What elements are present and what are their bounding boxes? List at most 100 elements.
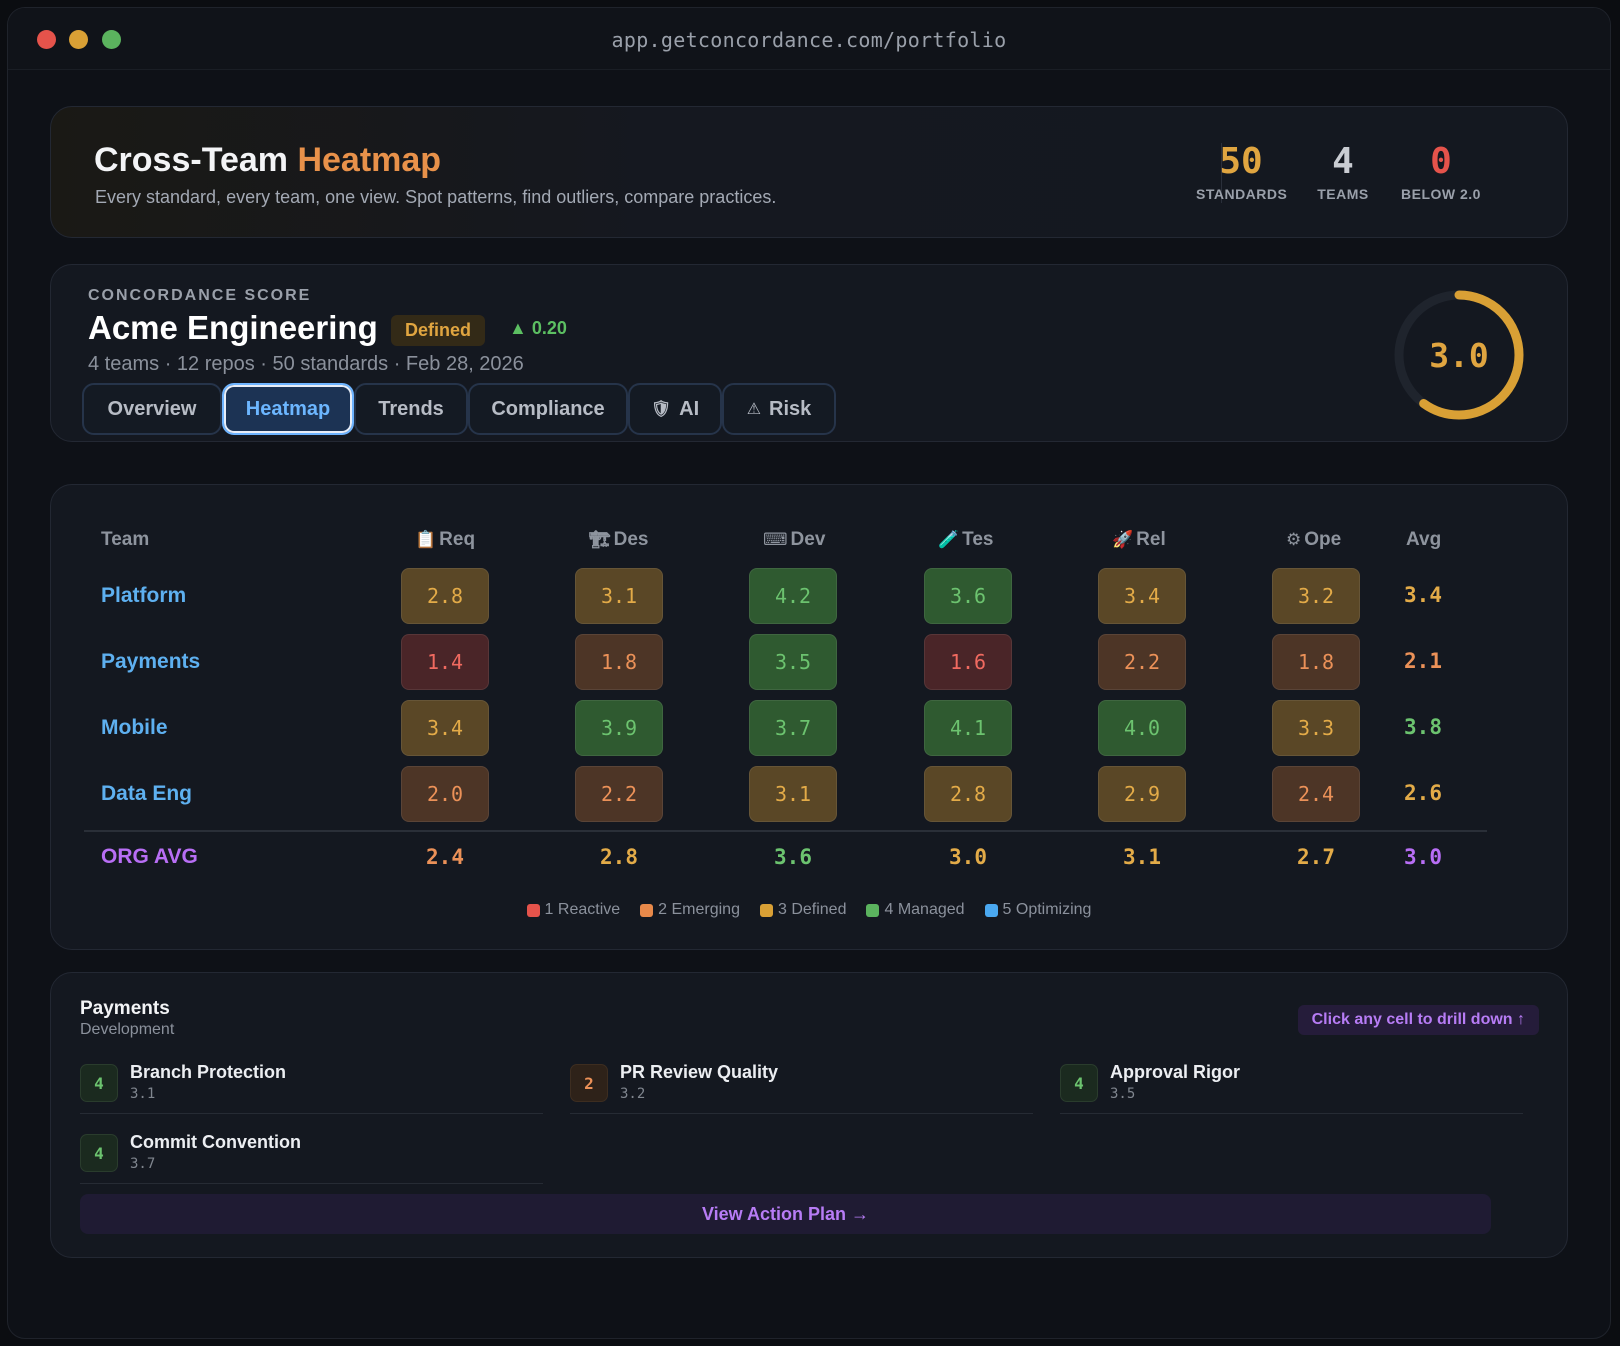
column-label: Dev [790, 529, 826, 550]
org-meta: 4 teams · 12 repos · 50 standards · Feb … [88, 353, 524, 375]
stat-below-2: 0 BELOW 2.0 [1401, 141, 1481, 202]
team-avg: 3.4 [1404, 583, 1442, 607]
heatmap-cell[interactable]: 3.7 [749, 700, 837, 756]
header-divider [1221, 143, 1222, 203]
heatmap-cell[interactable]: 1.4 [401, 634, 489, 690]
page-subtitle: Every standard, every team, one view. Sp… [95, 187, 777, 207]
team-data-eng[interactable]: Data Eng [101, 782, 193, 805]
heatmap-cell[interactable]: 1.8 [1272, 634, 1360, 690]
browser-window: app.getconcordance.com/portfolio Cross-T… [7, 7, 1611, 1339]
standard-item[interactable]: 4 Commit Convention 3.7 [80, 1128, 543, 1184]
org-avg-value: 2.8 [600, 845, 638, 869]
view-action-plan-button[interactable]: View Action Plan → [80, 1194, 1491, 1234]
heatmap-cell[interactable]: 1.8 [575, 634, 663, 690]
org-avg-value: 3.0 [949, 845, 987, 869]
address-bar[interactable]: app.getconcordance.com/portfolio [611, 28, 1007, 52]
standard-score: 3.7 [130, 1156, 156, 1172]
standard-level-badge: 2 [570, 1064, 608, 1102]
tab-risk[interactable]: ⚠ Risk [722, 383, 836, 435]
stat-standards-label: STANDARDS [1196, 186, 1288, 202]
column-header-dev[interactable]: ⌨ Dev [763, 529, 825, 551]
team-mobile[interactable]: Mobile [101, 716, 168, 739]
test-tube-icon: 🧪 [938, 530, 960, 549]
column-header-des[interactable]: 🏗 Des [589, 529, 648, 551]
overall-score-value: 3.0 [1429, 336, 1489, 375]
score-ring-fill [1394, 290, 1524, 420]
tab-trends[interactable]: Trends [354, 383, 468, 435]
standard-name: Branch Protection [130, 1062, 287, 1082]
heatmap-cell[interactable]: 3.9 [575, 700, 663, 756]
org-avg-label: ORG AVG [101, 845, 198, 868]
heatmap-cell[interactable]: 3.1 [749, 766, 837, 822]
legend-swatch [759, 903, 773, 917]
heatmap-cell[interactable]: 2.2 [575, 766, 663, 822]
crane-icon: 🏗 [589, 530, 611, 549]
column-label: Ope [1304, 529, 1342, 550]
heatmap-cell[interactable]: 3.1 [575, 568, 663, 624]
heatmap-cell[interactable]: 3.3 [1272, 700, 1360, 756]
heatmap-cell[interactable]: 3.4 [1098, 568, 1186, 624]
column-header-rel[interactable]: 🚀 Rel [1112, 529, 1166, 551]
standard-item[interactable]: 2 PR Review Quality 3.2 [570, 1058, 1033, 1114]
minimize-window-button[interactable] [69, 30, 88, 49]
legend-item: 3 Defined [759, 901, 847, 919]
tab-heatmap[interactable]: Heatmap [222, 383, 354, 435]
legend-swatch [526, 903, 540, 917]
column-header-req[interactable]: 📋 Req [415, 529, 475, 551]
column-header-tes[interactable]: 🧪 Tes [938, 529, 994, 551]
tab-label: Compliance [491, 397, 605, 420]
clipboard-icon: 📋 [415, 530, 437, 549]
heatmap-cell[interactable]: 1.6 [924, 634, 1012, 690]
team-platform[interactable]: Platform [101, 584, 187, 607]
column-label: Rel [1136, 529, 1166, 550]
heatmap-cell[interactable]: 3.5 [749, 634, 837, 690]
drilldown-panel: Payments Development Click any cell to d… [50, 972, 1568, 1258]
heatmap-cell[interactable]: 2.4 [1272, 766, 1360, 822]
stat-standards: 50 STANDARDS [1196, 141, 1288, 202]
stat-teams-label: TEAMS [1317, 186, 1369, 202]
heatmap-cell[interactable]: 2.0 [401, 766, 489, 822]
warning-icon: ⚠ [746, 401, 762, 418]
heatmap-cell[interactable]: 4.2 [749, 568, 837, 624]
heatmap-cell[interactable]: 2.8 [401, 568, 489, 624]
legend-item: 5 Optimizing [984, 901, 1091, 919]
legend-label: 2 Emerging [658, 901, 740, 918]
score-delta: ▲ 0.20 [509, 318, 567, 338]
heatmap-cell[interactable]: 3.4 [401, 700, 489, 756]
score-eyebrow: CONCORDANCE SCORE [88, 287, 312, 304]
team-avg: 3.8 [1404, 715, 1442, 739]
heatmap-cell[interactable]: 4.1 [924, 700, 1012, 756]
org-avg-value: 3.6 [774, 845, 812, 869]
keyboard-icon: ⌨ [763, 530, 788, 549]
heatmap-cell[interactable]: 2.2 [1098, 634, 1186, 690]
maximize-window-button[interactable] [102, 30, 121, 49]
standard-item[interactable]: 4 Approval Rigor 3.5 [1060, 1058, 1523, 1114]
heatmap-table: Team Avg ORG AVG 1 Reactive 2 Emerging 3 D… [50, 484, 1568, 950]
standard-item[interactable]: 4 Branch Protection 3.1 [80, 1058, 543, 1114]
column-header-ope[interactable]: ⚙ Ope [1286, 529, 1341, 551]
standard-level-badge: 4 [80, 1064, 118, 1102]
org-name: Acme Engineering [88, 309, 378, 346]
legend-label: 3 Defined [777, 901, 847, 918]
heatmap-cell[interactable]: 3.6 [924, 568, 1012, 624]
concordance-score-card: CONCORDANCE SCORE Acme Engineering Defin… [50, 264, 1568, 442]
heatmap-cell[interactable]: 3.2 [1272, 568, 1360, 624]
rocket-icon: 🚀 [1112, 530, 1134, 549]
tab-ai[interactable]: 🛡 AI [628, 383, 722, 435]
page-title-main: Cross-Team [94, 141, 288, 179]
column-label: Tes [962, 529, 994, 550]
legend-swatch [866, 903, 880, 917]
page-title: Cross-Team Heatmap [94, 141, 441, 180]
team-payments[interactable]: Payments [101, 650, 201, 673]
legend-swatch [984, 903, 998, 917]
team-column-header: Team [101, 529, 150, 550]
tab-compliance[interactable]: Compliance [468, 383, 628, 435]
close-window-button[interactable] [37, 30, 56, 49]
heatmap-cell[interactable]: 2.8 [924, 766, 1012, 822]
tab-label: Trends [378, 397, 444, 420]
heatmap-cell[interactable]: 2.9 [1098, 766, 1186, 822]
standard-name: PR Review Quality [620, 1062, 779, 1082]
tab-overview[interactable]: Overview [82, 383, 222, 435]
drilldown-team: Payments [80, 998, 170, 1019]
heatmap-cell[interactable]: 4.0 [1098, 700, 1186, 756]
